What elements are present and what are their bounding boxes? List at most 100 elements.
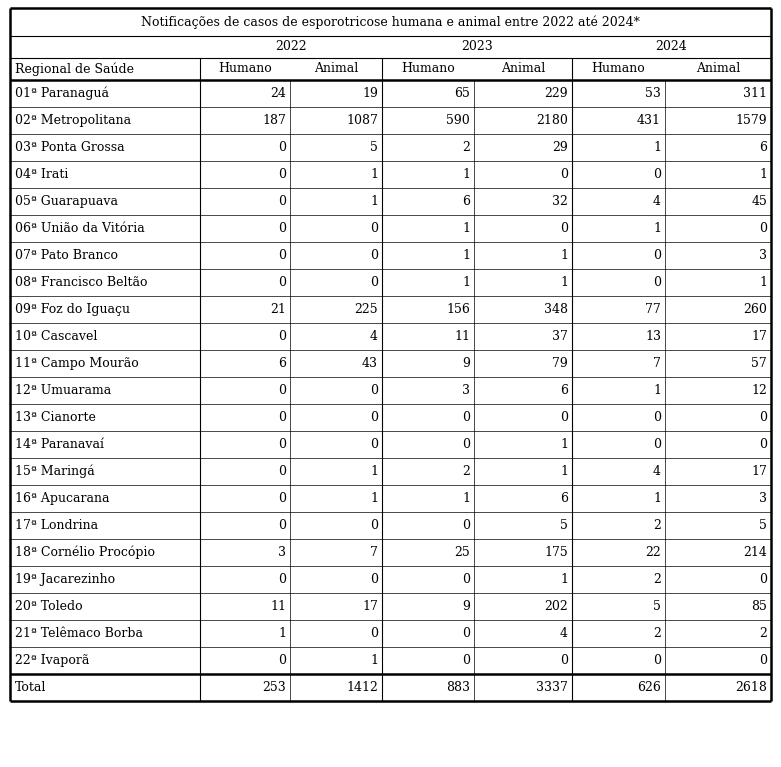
Text: 1: 1 xyxy=(653,141,661,154)
Text: 1: 1 xyxy=(462,276,470,289)
Text: 1: 1 xyxy=(560,438,568,451)
Text: 590: 590 xyxy=(446,114,470,127)
Text: 53: 53 xyxy=(645,87,661,100)
Text: 25: 25 xyxy=(455,546,470,559)
Text: 2: 2 xyxy=(653,573,661,586)
Text: 348: 348 xyxy=(544,303,568,316)
Text: 12: 12 xyxy=(751,384,767,397)
Text: 2: 2 xyxy=(653,627,661,640)
Text: 0: 0 xyxy=(370,384,378,397)
Text: 0: 0 xyxy=(370,411,378,424)
Text: 1: 1 xyxy=(560,573,568,586)
Text: 3: 3 xyxy=(759,249,767,262)
Text: 0: 0 xyxy=(278,438,286,451)
Text: 1: 1 xyxy=(370,168,378,181)
Text: 2: 2 xyxy=(653,519,661,532)
Text: 11ª Campo Mourão: 11ª Campo Mourão xyxy=(15,357,139,370)
Text: Humano: Humano xyxy=(218,62,272,75)
Text: 05ª Guarapuava: 05ª Guarapuava xyxy=(15,195,118,208)
Text: 1: 1 xyxy=(462,492,470,505)
Text: 0: 0 xyxy=(278,465,286,478)
Text: 57: 57 xyxy=(751,357,767,370)
Text: 32: 32 xyxy=(552,195,568,208)
Text: 0: 0 xyxy=(462,627,470,640)
Text: 6: 6 xyxy=(560,492,568,505)
Text: 2024: 2024 xyxy=(655,41,687,54)
Text: 1: 1 xyxy=(462,249,470,262)
Text: 0: 0 xyxy=(462,519,470,532)
Text: 6: 6 xyxy=(278,357,286,370)
Text: 45: 45 xyxy=(751,195,767,208)
Text: 2023: 2023 xyxy=(461,41,493,54)
Text: 2: 2 xyxy=(462,141,470,154)
Text: 6: 6 xyxy=(759,141,767,154)
Text: 19: 19 xyxy=(362,87,378,100)
Text: 1: 1 xyxy=(759,276,767,289)
Text: Notificações de casos de esporotricose humana e animal entre 2022 até 2024*: Notificações de casos de esporotricose h… xyxy=(141,15,640,28)
Text: Animal: Animal xyxy=(696,62,740,75)
Text: 43: 43 xyxy=(362,357,378,370)
Text: 24: 24 xyxy=(270,87,286,100)
Text: 0: 0 xyxy=(278,411,286,424)
Text: 22: 22 xyxy=(645,546,661,559)
Text: 02ª Metropolitana: 02ª Metropolitana xyxy=(15,114,131,127)
Text: 17ª Londrina: 17ª Londrina xyxy=(15,519,98,532)
Text: 202: 202 xyxy=(544,600,568,613)
Text: 0: 0 xyxy=(462,438,470,451)
Text: 1: 1 xyxy=(370,492,378,505)
Text: 1: 1 xyxy=(653,222,661,235)
Text: 0: 0 xyxy=(278,141,286,154)
Text: 0: 0 xyxy=(370,222,378,235)
Text: 11: 11 xyxy=(454,330,470,343)
Text: 85: 85 xyxy=(751,600,767,613)
Text: 0: 0 xyxy=(462,573,470,586)
Text: 0: 0 xyxy=(370,519,378,532)
Text: 0: 0 xyxy=(278,384,286,397)
Text: 5: 5 xyxy=(560,519,568,532)
Text: 0: 0 xyxy=(278,276,286,289)
Text: 0: 0 xyxy=(462,654,470,667)
Text: 9: 9 xyxy=(462,600,470,613)
Text: 21: 21 xyxy=(270,303,286,316)
Text: 0: 0 xyxy=(560,411,568,424)
Text: 156: 156 xyxy=(446,303,470,316)
Text: 883: 883 xyxy=(446,681,470,694)
Text: 5: 5 xyxy=(759,519,767,532)
Text: 175: 175 xyxy=(544,546,568,559)
Text: 04ª Irati: 04ª Irati xyxy=(15,168,69,181)
Text: 1579: 1579 xyxy=(736,114,767,127)
Text: Animal: Animal xyxy=(314,62,358,75)
Text: 15ª Maringá: 15ª Maringá xyxy=(15,465,95,479)
Text: 0: 0 xyxy=(653,411,661,424)
Text: 1: 1 xyxy=(462,222,470,235)
Text: 1: 1 xyxy=(560,465,568,478)
Text: 1: 1 xyxy=(370,465,378,478)
Text: 6: 6 xyxy=(560,384,568,397)
Text: 0: 0 xyxy=(560,222,568,235)
Text: 14ª Paranavaí: 14ª Paranavaí xyxy=(15,438,104,451)
Text: 311: 311 xyxy=(743,87,767,100)
Text: 08ª Francisco Beltão: 08ª Francisco Beltão xyxy=(15,276,148,289)
Text: 0: 0 xyxy=(560,654,568,667)
Text: 5: 5 xyxy=(370,141,378,154)
Text: 6: 6 xyxy=(462,195,470,208)
Text: 0: 0 xyxy=(278,573,286,586)
Text: 260: 260 xyxy=(744,303,767,316)
Text: 2618: 2618 xyxy=(735,681,767,694)
Text: 29: 29 xyxy=(552,141,568,154)
Text: 12ª Umuarama: 12ª Umuarama xyxy=(15,384,111,397)
Text: 1: 1 xyxy=(560,276,568,289)
Text: 22ª Ivaporã: 22ª Ivaporã xyxy=(15,654,89,667)
Text: 0: 0 xyxy=(370,438,378,451)
Text: 13: 13 xyxy=(645,330,661,343)
Text: 0: 0 xyxy=(278,654,286,667)
Text: 01ª Paranaguá: 01ª Paranaguá xyxy=(15,87,109,100)
Text: 16ª Apucarana: 16ª Apucarana xyxy=(15,492,109,505)
Text: 4: 4 xyxy=(653,195,661,208)
Text: 4: 4 xyxy=(370,330,378,343)
Text: Humano: Humano xyxy=(592,62,645,75)
Text: 0: 0 xyxy=(278,168,286,181)
Text: 9: 9 xyxy=(462,357,470,370)
Text: 0: 0 xyxy=(370,276,378,289)
Text: 431: 431 xyxy=(637,114,661,127)
